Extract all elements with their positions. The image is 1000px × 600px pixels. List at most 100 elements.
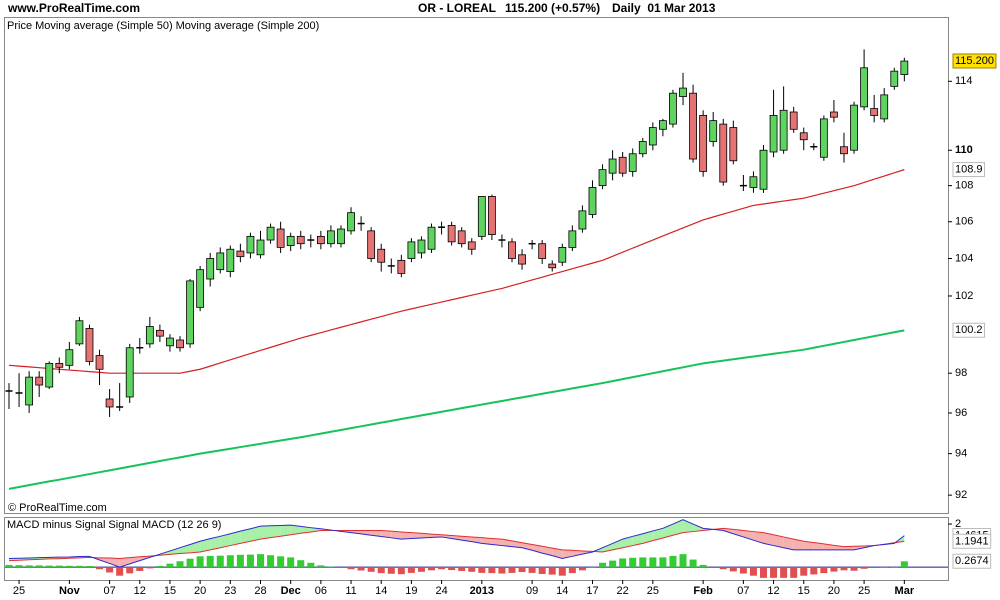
macd-fill	[119, 557, 130, 568]
candle-body	[749, 176, 758, 188]
candle-body	[55, 362, 64, 368]
candle-body	[819, 118, 828, 158]
histogram-bar	[689, 559, 697, 568]
candle-body	[155, 329, 164, 337]
macd-line	[8, 519, 905, 568]
histogram-bar	[518, 567, 526, 573]
value-label: 1.1941	[955, 535, 989, 547]
macd-fill	[129, 556, 140, 564]
candle-body	[759, 149, 768, 190]
histogram-bar	[156, 566, 164, 568]
macd-fill	[813, 542, 824, 550]
x-tick-label: 14	[375, 585, 387, 597]
macd-fill	[300, 526, 311, 534]
candle-body	[890, 70, 899, 87]
x-tick-label: 24	[435, 585, 447, 597]
macd-fill	[200, 538, 211, 553]
histogram-bar	[760, 567, 767, 578]
x-tick-label: 12	[767, 585, 779, 597]
histogram-bar	[367, 567, 375, 572]
candle-body	[327, 230, 335, 245]
price-panel	[4, 17, 949, 514]
instrument: OR - LOREAL	[418, 1, 496, 15]
candle-body	[769, 115, 778, 153]
macd-fill	[240, 528, 251, 544]
candle-body	[226, 248, 235, 272]
candle-body	[588, 187, 597, 215]
macd-fill	[501, 539, 512, 547]
value-label: 100.2	[955, 324, 983, 336]
site: www.ProRealTime.com	[7, 1, 140, 15]
macd-fill	[371, 530, 382, 537]
candle-body	[518, 254, 526, 265]
histogram-bar	[126, 567, 134, 574]
x-tick-label: 07	[103, 585, 115, 597]
y-tick-label: 104	[955, 252, 973, 264]
candle-body	[35, 376, 44, 386]
x-tick-label: Dec	[281, 585, 301, 597]
histogram-bar	[397, 567, 405, 575]
candle-body	[638, 141, 647, 155]
macd-fill	[481, 537, 492, 545]
histogram-bar	[448, 567, 456, 571]
y-tick-label: 110	[955, 144, 973, 156]
histogram-bar	[820, 567, 828, 574]
histogram-bar	[749, 567, 757, 576]
value-box	[952, 553, 992, 569]
x-tick-label: 25	[647, 585, 659, 597]
histogram-bar	[15, 565, 23, 568]
candle-body	[65, 349, 74, 366]
macd-fill	[602, 543, 613, 553]
x-tick-label: Mar	[895, 585, 915, 597]
histogram-bar	[528, 567, 536, 573]
y-tick-label: 108	[955, 180, 973, 192]
candle-body	[779, 109, 788, 151]
histogram-bar	[609, 560, 617, 568]
macd-fill	[280, 525, 291, 537]
macd-fill	[642, 530, 653, 544]
histogram-bar	[619, 558, 627, 568]
histogram-bar	[699, 564, 707, 568]
legend-entry: Price	[7, 20, 32, 32]
value-box	[952, 53, 997, 69]
macd-fill	[169, 547, 181, 555]
histogram-bar	[780, 567, 788, 578]
x-tick-label: 2013	[470, 585, 494, 597]
candle-body	[337, 228, 345, 245]
candle-body	[347, 212, 355, 232]
histogram-bar	[357, 567, 365, 571]
candle-body	[125, 347, 134, 398]
macd-fill	[733, 529, 744, 537]
macd-fill	[451, 535, 462, 541]
macd-fill	[411, 532, 422, 539]
x-tick-label: Feb	[693, 585, 713, 597]
candle-body	[196, 269, 205, 308]
candle-body	[216, 252, 225, 271]
histogram-bar	[337, 567, 345, 568]
candle-body	[447, 224, 456, 243]
candle-body	[417, 239, 426, 254]
histogram-bar	[890, 567, 898, 568]
x-tick-label: Nov	[59, 585, 81, 597]
histogram-bar	[136, 567, 144, 571]
value-box	[952, 322, 986, 338]
macd-fill	[270, 525, 281, 538]
candle-body	[75, 320, 84, 345]
histogram-bar	[236, 554, 244, 568]
macd-fill	[612, 539, 623, 550]
x-tick-label: 14	[556, 585, 568, 597]
macd-fill	[652, 528, 663, 541]
histogram-bar	[65, 565, 73, 568]
candle-body	[176, 339, 184, 349]
y-tick-label: 96	[955, 407, 967, 419]
macd-fill	[622, 536, 633, 548]
macd-line	[8, 527, 905, 562]
histogram-bar	[719, 567, 727, 570]
candle-body	[467, 241, 476, 250]
candle-body	[699, 115, 708, 172]
x-tick-label: 06	[315, 585, 327, 597]
macd-fill	[180, 544, 191, 554]
histogram-bar	[498, 567, 506, 574]
histogram-bar	[116, 567, 124, 576]
